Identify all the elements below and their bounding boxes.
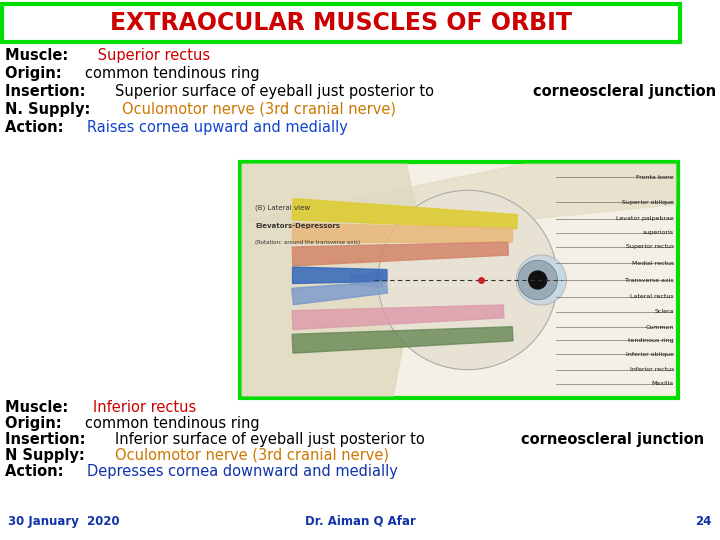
Text: (Rotation: around the transverse axis): (Rotation: around the transverse axis) [255, 240, 360, 245]
Circle shape [518, 260, 557, 300]
Polygon shape [292, 305, 504, 329]
Text: tendinous ring: tendinous ring [629, 338, 674, 343]
FancyBboxPatch shape [2, 4, 680, 42]
Text: Inferior surface of eyeball just posterior to: Inferior surface of eyeball just posteri… [115, 432, 430, 447]
Text: Levator palpebrae: Levator palpebrae [616, 216, 674, 221]
Text: Insertion:: Insertion: [5, 432, 91, 447]
Text: Medial rectus: Medial rectus [631, 261, 674, 266]
Text: Fronta bone: Fronta bone [636, 175, 674, 180]
Text: Superior surface of eyeball just posterior to: Superior surface of eyeball just posteri… [115, 84, 439, 99]
Polygon shape [351, 273, 382, 287]
Text: Muscle:: Muscle: [5, 400, 73, 415]
Text: common tendinous ring: common tendinous ring [85, 66, 259, 81]
Text: superioris: superioris [643, 230, 674, 235]
Text: 24: 24 [696, 515, 712, 528]
Text: corneoscleral junction: corneoscleral junction [521, 432, 704, 447]
Polygon shape [242, 164, 424, 396]
Text: common tendinous ring: common tendinous ring [85, 416, 259, 431]
Polygon shape [292, 327, 513, 353]
Polygon shape [242, 164, 676, 228]
Text: Superior rectus: Superior rectus [93, 48, 210, 63]
Text: Superior rectus: Superior rectus [626, 245, 674, 249]
Text: Maxilla: Maxilla [652, 381, 674, 386]
Text: Elevators-Depressors: Elevators-Depressors [255, 224, 340, 230]
Text: 30 January  2020: 30 January 2020 [8, 515, 120, 528]
Text: (B) Lateral view: (B) Lateral view [255, 205, 310, 211]
Text: Inferior rectus: Inferior rectus [629, 367, 674, 372]
Text: N Supply:: N Supply: [5, 448, 90, 463]
Text: Inferior rectus: Inferior rectus [93, 400, 197, 415]
Text: N. Supply:: N. Supply: [5, 102, 96, 117]
Polygon shape [292, 267, 387, 284]
Text: Superior oblique: Superior oblique [622, 200, 674, 205]
Circle shape [516, 255, 567, 305]
Text: EXTRAOCULAR MUSCLES OF ORBIT: EXTRAOCULAR MUSCLES OF ORBIT [110, 11, 572, 35]
Circle shape [528, 271, 546, 289]
Text: Oculomotor nerve (3rd cranial nerve): Oculomotor nerve (3rd cranial nerve) [122, 102, 396, 117]
Text: Transverse axis: Transverse axis [625, 278, 674, 282]
Text: Depresses cornea downward and medially: Depresses cornea downward and medially [87, 464, 398, 479]
Text: Common: Common [646, 325, 674, 330]
Polygon shape [292, 242, 508, 266]
Text: Oculomotor nerve (3rd cranial nerve): Oculomotor nerve (3rd cranial nerve) [114, 448, 389, 463]
Polygon shape [292, 199, 518, 229]
Text: Action:: Action: [5, 464, 68, 479]
Text: Muscle:: Muscle: [5, 48, 73, 63]
Text: Inferior oblique: Inferior oblique [626, 352, 674, 357]
Text: Origin:: Origin: [5, 66, 67, 81]
Text: Insertion:: Insertion: [5, 84, 91, 99]
Text: Lateral rectus: Lateral rectus [631, 294, 674, 299]
Text: Origin:: Origin: [5, 416, 67, 431]
Polygon shape [292, 224, 513, 242]
Circle shape [378, 190, 557, 370]
Text: Dr. Aiman Q Afar: Dr. Aiman Q Afar [305, 515, 415, 528]
Polygon shape [292, 281, 387, 305]
Text: Sclera: Sclera [654, 309, 674, 314]
Text: corneoscleral junction: corneoscleral junction [533, 84, 716, 99]
Text: Raises cornea upward and medially: Raises cornea upward and medially [87, 120, 348, 135]
FancyBboxPatch shape [240, 162, 678, 398]
Text: Action:: Action: [5, 120, 68, 135]
